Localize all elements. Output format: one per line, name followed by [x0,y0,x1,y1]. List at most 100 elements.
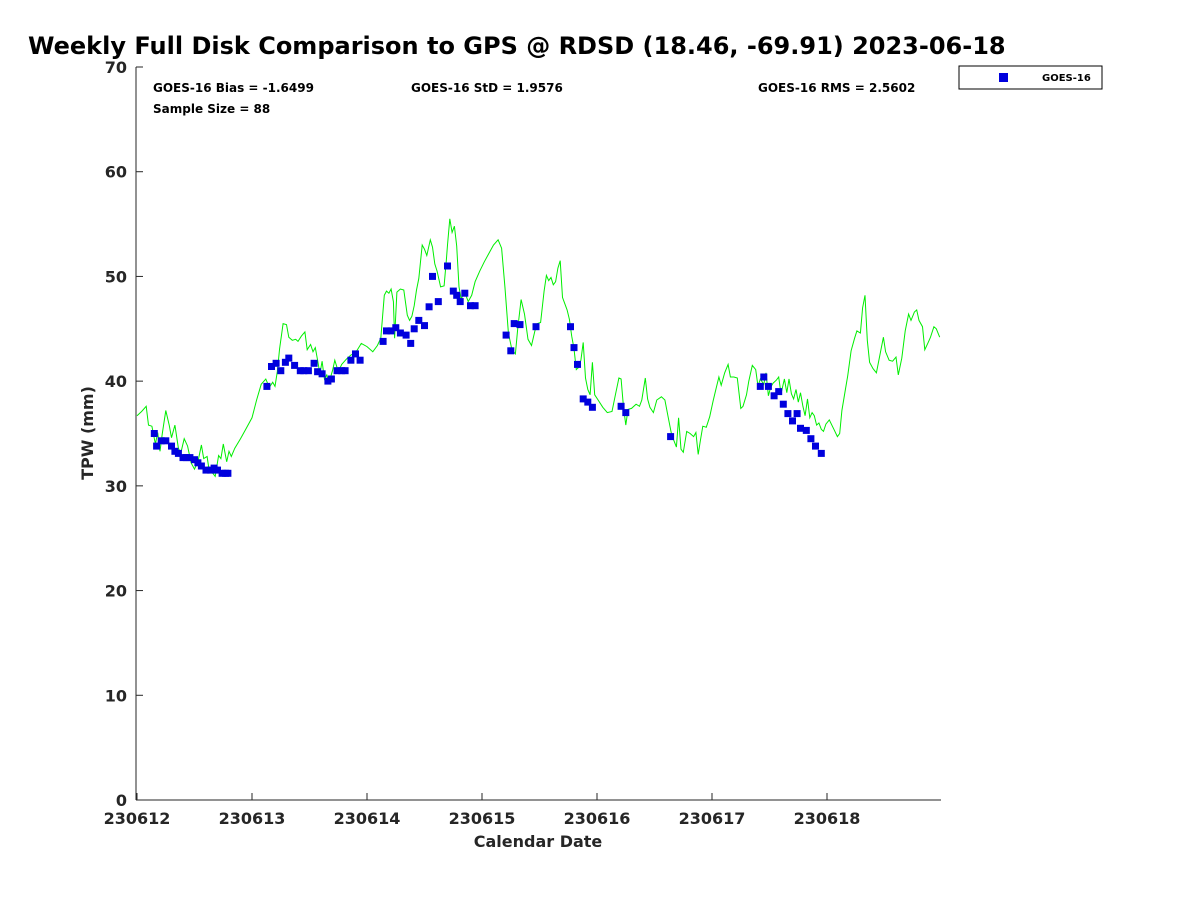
goes16-point [779,400,787,408]
goes16-point [341,367,349,375]
goes16-point [444,262,451,270]
y-tick-label: 20 [105,582,127,601]
goes16-point [622,409,630,417]
goes16-point [186,454,194,462]
goes16-point [567,323,574,331]
legend-label: GOES-16 [1042,73,1091,84]
gps-line [136,218,941,478]
goes16-point [347,356,355,364]
y-tick-label: 40 [105,372,127,391]
goes16-point [421,322,428,330]
goes16-point [202,466,210,474]
goes16-point [507,347,515,355]
goes16-point [770,392,778,400]
goes16-point [502,331,510,339]
goes16-point [429,272,436,280]
goes16-point [574,360,581,368]
goes16-point [402,331,410,339]
goes16-point [407,339,415,347]
goes16-point [775,388,783,396]
x-tick-label: 230613 [219,809,286,828]
goes16-point [456,298,464,306]
goes16-point [291,361,299,369]
sample-size-stat: Sample Size = 88 [153,102,270,116]
goes16-point [789,417,796,425]
goes16-point [318,370,326,378]
marker-series-layer [150,262,825,477]
goes16-point [174,449,182,457]
axes: 0 10 20 30 40 50 60 70 230612 230613 230614 230615 2… [104,58,941,828]
line-series-layer [136,218,941,478]
goes16-point [310,359,318,367]
x-tick-label: 230612 [104,809,171,828]
goes16-point [415,316,423,324]
goes16-point [510,320,518,328]
x-tick-label: 230615 [449,809,516,828]
goes16-point [396,329,404,337]
goes16-point [168,442,175,450]
goes16-point [584,398,592,406]
goes16-point [300,367,308,375]
goes16-point [214,466,221,474]
y-tick-label: 30 [105,477,127,496]
goes16-point [461,289,469,297]
goes16-point [277,367,285,375]
x-tick-label: 230618 [794,809,861,828]
goes16-point [272,359,280,367]
y-tick-label: 50 [105,267,127,286]
std-stat: GOES-16 StD = 1.9576 [411,81,563,95]
goes16-point [153,442,161,450]
y-axis-label: TPW (mm) [78,386,97,480]
goes16-point [263,382,271,390]
y-tick-label: 0 [116,791,127,810]
goes16-point [467,302,474,310]
goes16-point [471,302,479,310]
goes16-point [150,430,158,437]
goes16-point [784,410,792,418]
legend: GOES-16 [958,65,1103,90]
chart-title: Weekly Full Disk Comparison to GPS @ RDS… [28,32,1006,60]
goes16-point [449,287,457,295]
goes16-point [453,291,461,299]
goes16-point [812,442,819,450]
x-tick-label: 230617 [679,809,746,828]
goes16-point [579,395,587,403]
goes16-point [807,435,815,443]
bias-stat: GOES-16 Bias = -1.6499 [153,81,314,95]
goes16-point [516,321,524,329]
goes16-point [570,344,578,352]
goes16-point [356,356,364,364]
goes16-point [756,382,764,390]
goes16-point [434,298,442,306]
goes16-point [352,350,359,358]
goes16-point [162,437,170,445]
goes16-point [314,368,322,376]
goes16-point [802,426,810,434]
goes16-point [285,354,293,362]
x-axis-label: Calendar Date [474,832,603,851]
goes16-point [425,303,433,311]
goes16-point [760,373,768,381]
goes16-point [333,367,341,375]
legend-box [958,65,1103,90]
goes16-point [410,325,418,333]
goes16-point [392,324,400,332]
y-tick-label: 70 [105,58,127,77]
legend-marker [999,73,1008,82]
goes16-point [157,437,165,445]
goes16-point [532,323,540,331]
goes16-point [197,462,205,470]
goes16-point [817,449,825,457]
goes16-point [281,358,289,366]
goes16-point [268,363,275,370]
goes16-point [387,327,395,335]
goes16-point [588,403,596,411]
goes16-point [617,402,625,410]
goes16-point [797,424,804,432]
x-tick-label: 230616 [564,809,631,828]
goes16-point [764,382,772,390]
goes16-point [304,367,312,375]
goes16-point [383,327,390,335]
y-tick-label: 60 [105,163,127,182]
